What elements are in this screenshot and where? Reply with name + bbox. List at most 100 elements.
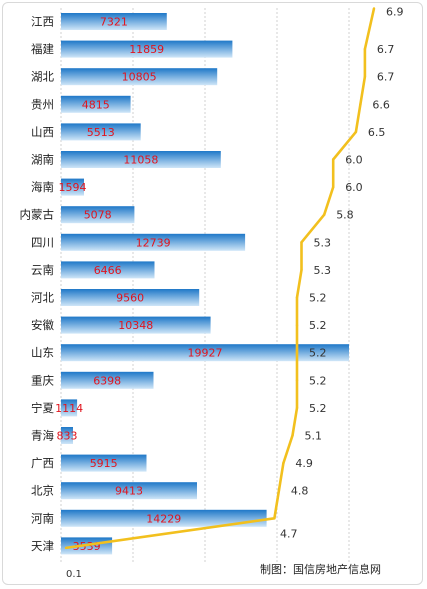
bar-value-label: 1594	[59, 181, 87, 194]
bar	[61, 13, 167, 30]
line-point	[363, 47, 367, 51]
line-point	[295, 351, 299, 354]
bar	[61, 68, 218, 86]
category-label: 湖北	[31, 70, 54, 84]
bar	[61, 509, 267, 527]
category-label: 福建	[31, 42, 54, 56]
bar-value-label: 11859	[129, 43, 164, 56]
bar	[61, 151, 221, 168]
line-value-label: 6.0	[345, 154, 363, 167]
bar-value-label: 7321	[100, 16, 128, 29]
line-value-label: 4.9	[295, 457, 313, 470]
line-point	[273, 517, 276, 520]
line-value-label: 5.3	[314, 236, 332, 249]
category-label: 河南	[31, 511, 54, 525]
source-note: 制图：国信房地产信息网	[260, 562, 381, 576]
line-point	[300, 241, 303, 244]
bar	[61, 40, 233, 58]
category-label: 天津	[31, 539, 54, 553]
x-tick-label: 0.1	[66, 569, 82, 580]
line-value-label: 5.1	[305, 430, 323, 443]
line-value-label: 4.8	[291, 485, 309, 498]
line-value-label: 6.5	[368, 126, 386, 139]
bar-value-label: 12739	[136, 236, 171, 249]
bar-value-label: 10348	[118, 319, 153, 332]
bar	[61, 233, 246, 251]
bar-value-label: 6466	[94, 264, 122, 277]
bar-value-label: 9413	[115, 485, 143, 498]
line-value-label: 4.7	[280, 527, 298, 540]
line-value-label: 6.9	[386, 6, 404, 19]
line-point	[359, 103, 362, 106]
line-value-label: 5.8	[336, 209, 354, 222]
bar	[61, 427, 73, 444]
line-value-label: 5.2	[309, 374, 327, 387]
bar-value-label: 833	[57, 430, 78, 443]
line-value-label: 6.7	[377, 43, 395, 56]
bar-value-label: 9560	[116, 292, 144, 305]
category-label: 安徽	[31, 318, 54, 332]
line-value-label: 5.2	[309, 347, 327, 360]
bar-value-label: 4815	[82, 98, 110, 111]
line-point	[64, 546, 68, 550]
bar-value-label: 11058	[123, 154, 158, 167]
growth-line	[65, 8, 376, 550]
category-label: 广西	[31, 456, 54, 470]
line-point	[291, 434, 294, 437]
bar-value-label: 5078	[84, 209, 112, 222]
bar	[61, 344, 349, 362]
line-point	[323, 213, 326, 216]
bar-value-label: 1114	[55, 402, 83, 415]
bar	[61, 261, 155, 279]
bar	[61, 482, 197, 500]
line-point	[277, 489, 281, 492]
line-point	[295, 379, 299, 382]
category-label: 内蒙古	[20, 208, 55, 222]
line-point	[295, 406, 299, 410]
category-label: 北京	[31, 484, 54, 498]
line-value-label: 6.7	[377, 71, 395, 84]
category-label: 四川	[31, 235, 54, 249]
line-value-label: 6.0	[345, 181, 363, 194]
category-label: 贵州	[31, 97, 54, 111]
category-label: 云南	[31, 263, 54, 277]
line-point	[363, 75, 367, 78]
category-label: 湖南	[31, 153, 54, 167]
bar	[61, 178, 84, 196]
line-point	[332, 185, 335, 189]
line-point	[372, 7, 376, 10]
bar	[61, 206, 135, 224]
bar-value-label: 5915	[90, 457, 118, 470]
bar	[61, 316, 211, 334]
line-value-label: 5.3	[314, 264, 332, 277]
line-value-label: 5.2	[309, 402, 327, 415]
category-label: 青海	[31, 429, 54, 443]
line-value-label: 5.2	[309, 292, 327, 305]
bar-value-label: 19927	[188, 347, 223, 360]
line-value-label: 5.2	[309, 319, 327, 332]
bar-value-label: 5513	[87, 126, 115, 139]
category-label: 河北	[31, 291, 54, 305]
line-point	[354, 130, 358, 134]
bar	[61, 454, 147, 472]
category-label: 宁夏	[31, 401, 54, 415]
line-point	[282, 461, 285, 465]
category-label: 江西	[31, 15, 54, 29]
bar-value-label: 10805	[122, 71, 157, 84]
bar-value-label: 14229	[146, 512, 181, 525]
category-label: 山西	[31, 125, 54, 139]
line-point	[332, 158, 335, 161]
category-label: 重庆	[31, 373, 54, 387]
line-point	[295, 323, 299, 327]
bar	[61, 123, 141, 141]
category-label: 海南	[31, 180, 54, 194]
bar	[61, 371, 154, 389]
bar	[61, 95, 131, 113]
bar-value-label: 6398	[93, 374, 121, 387]
line-point	[295, 296, 299, 299]
category-label: 山东	[31, 346, 54, 360]
line-point	[300, 268, 303, 272]
bar	[61, 399, 78, 417]
line-value-label: 6.6	[372, 98, 390, 111]
